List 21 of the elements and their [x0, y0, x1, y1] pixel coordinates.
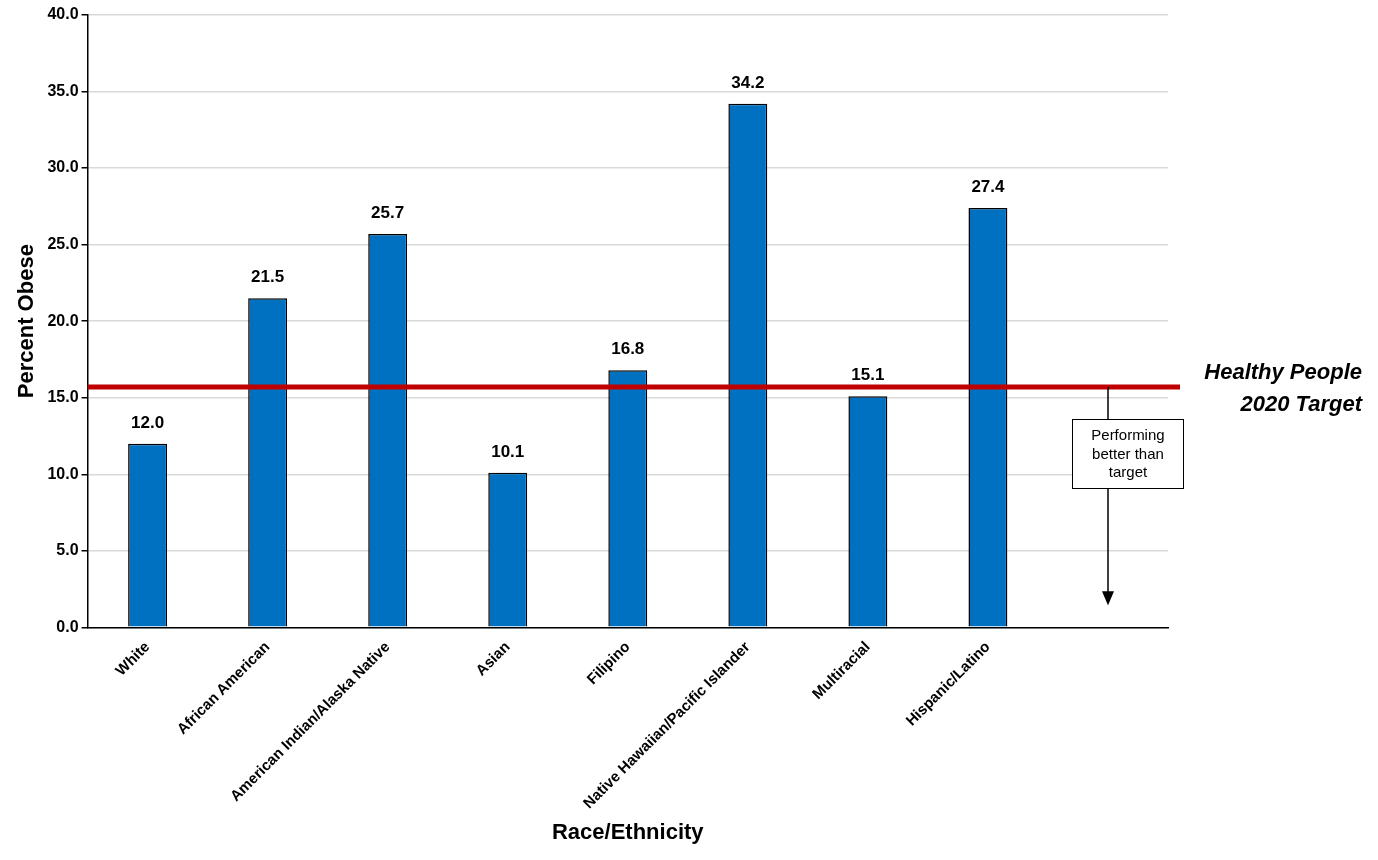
data-label: 16.8	[611, 339, 645, 359]
data-label: 27.4	[971, 177, 1006, 197]
data-label: 34.2	[731, 72, 765, 92]
y-tick-label: 40.0	[47, 5, 79, 23]
data-label: 21.5	[251, 267, 285, 287]
y-tick-label: 20.0	[47, 311, 79, 329]
y-tick-label: 15.0	[47, 388, 79, 406]
data-label: 15.1	[851, 365, 885, 385]
y-tick-label: 35.0	[47, 81, 79, 99]
annotation: Performing better than target	[1071, 418, 1184, 490]
data-label: 25.7	[371, 203, 405, 223]
data-label: 10.1	[491, 441, 525, 461]
y-tick-label: 5.0	[56, 541, 79, 559]
y-tick-label: 30.0	[47, 158, 79, 176]
x-axis-title: Race/Ethnicity	[551, 818, 705, 844]
y-tick-label: 10.0	[47, 464, 79, 482]
data-label: 12.0	[131, 412, 165, 432]
y-axis-title: Percent Obese	[13, 244, 39, 399]
y-tick-label: 25.0	[47, 235, 79, 253]
y-tick-label: 0.0	[56, 617, 79, 635]
ref-line-label: Healthy People 2020 Target	[1204, 359, 1364, 416]
